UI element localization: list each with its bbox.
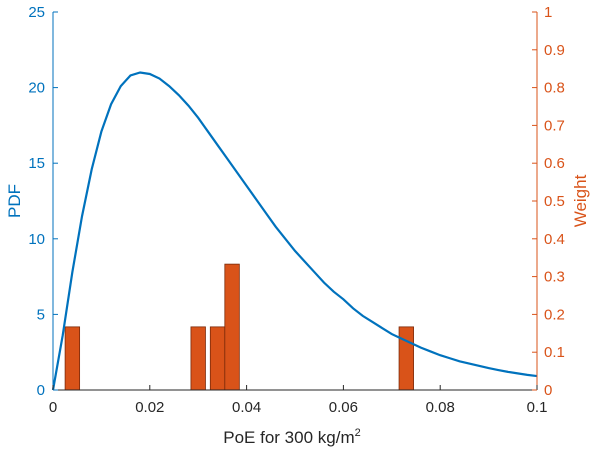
x-tick-label: 0 xyxy=(49,399,57,416)
weight-bars xyxy=(64,263,414,391)
x-tick-label: 0.1 xyxy=(527,399,548,416)
right-y-axis-label: Weight xyxy=(571,174,590,227)
right-y-tick-label: 0.1 xyxy=(544,344,565,361)
x-tick-label: 0.04 xyxy=(232,399,261,416)
right-y-tick-label: 0.8 xyxy=(544,80,565,97)
right-y-tick-label: 0 xyxy=(544,382,552,399)
weight-bar xyxy=(398,326,414,391)
left-y-tick-label: 15 xyxy=(28,155,45,172)
left-y-tick-label: 20 xyxy=(28,80,45,97)
right-y-tick-label: 0.6 xyxy=(544,155,565,172)
right-y-tick-label: 1 xyxy=(544,4,552,21)
x-tick-label: 0.08 xyxy=(426,399,455,416)
right-y-tick-label: 0.2 xyxy=(544,306,565,323)
left-y-tick-label: 5 xyxy=(37,306,45,323)
right-y-tick-label: 0.4 xyxy=(544,231,565,248)
x-axis-label: PoE for 300 kg/m2 xyxy=(223,427,360,447)
right-y-tick-label: 0.7 xyxy=(544,117,565,134)
x-tick-label: 0.02 xyxy=(135,399,164,416)
axis-ticks: 0 0.02 0.04 0.06 0.08 0.1051015202500.10.20.3… xyxy=(28,4,565,416)
x-tick-label: 0.06 xyxy=(329,399,358,416)
right-y-tick-label: 0.9 xyxy=(544,42,565,59)
left-y-tick-label: 0 xyxy=(37,382,45,399)
weight-bar xyxy=(209,326,226,391)
x-axis-label-superscript: 2 xyxy=(355,427,361,439)
weight-bar xyxy=(64,326,81,391)
right-y-tick-label: 0.5 xyxy=(544,193,565,210)
pdf-curve xyxy=(51,71,538,391)
weight-bar xyxy=(190,326,206,391)
left-y-tick-label: 10 xyxy=(28,231,45,248)
weight-bar xyxy=(224,263,240,391)
x-axis-label-main: PoE for 300 kg/m xyxy=(223,428,354,447)
right-y-tick-label: 0.3 xyxy=(544,269,565,286)
left-y-tick-label: 25 xyxy=(28,4,45,21)
left-y-axis-label: PDF xyxy=(5,184,24,218)
